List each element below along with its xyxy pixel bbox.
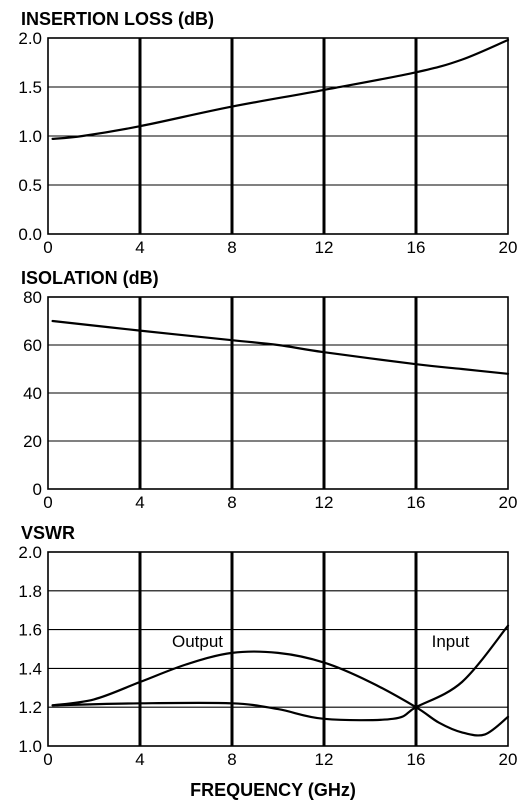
isolation-xtick-label: 16 (407, 493, 426, 512)
isolation-series-line (51, 319, 510, 375)
vswr-panel: VSWR 1.0 1.2 1.4 1.6 1.8 2.0 0 4 8 12 16 20 Output Inp… (18, 523, 517, 769)
insertion-loss-title: INSERTION LOSS (dB) (21, 9, 214, 29)
vswr-xtick-label: 20 (499, 750, 518, 769)
insertion-loss-xtick-label: 20 (499, 238, 518, 257)
isolation-ytick-label: 80 (23, 288, 42, 307)
isolation-xtick-label: 20 (499, 493, 518, 512)
isolation-ytick-label: 60 (23, 336, 42, 355)
vswr-ytick-label: 1.6 (18, 621, 42, 640)
insertion-loss-xtick-label: 16 (407, 238, 426, 257)
isolation-title: ISOLATION (dB) (21, 268, 159, 288)
vswr-ytick-label: 1.0 (18, 737, 42, 756)
insertion-loss-ytick-label: 2.0 (18, 29, 42, 48)
isolation-xtick-label: 4 (135, 493, 144, 512)
vswr-xtick-label: 12 (315, 750, 334, 769)
insertion-loss-xtick-label: 12 (315, 238, 334, 257)
vswr-xtick-label: 0 (43, 750, 52, 769)
vswr-title: VSWR (21, 523, 75, 543)
insertion-loss-panel: INSERTION LOSS (dB) 0.0 0.5 1.0 1.5 2.0 0 4 8 12 1… (18, 9, 517, 257)
isolation-ytick-label: 0 (33, 480, 42, 499)
isolation-xtick-label: 0 (43, 493, 52, 512)
insertion-loss-xtick-label: 8 (227, 238, 236, 257)
vswr-series-line-output (51, 650, 510, 737)
insertion-loss-ytick-label: 1.0 (18, 127, 42, 146)
isolation-panel: ISOLATION (dB) 0 20 40 60 80 0 4 8 12 16 20 (21, 268, 517, 512)
insertion-loss-ytick-label: 1.5 (18, 78, 42, 97)
vswr-ytick-label: 1.2 (18, 698, 42, 717)
isolation-frame (47, 296, 509, 490)
vswr-annotation-input: Input (432, 632, 470, 651)
vswr-xtick-label: 16 (407, 750, 426, 769)
vswr-ytick-label: 2.0 (18, 543, 42, 562)
insertion-loss-frame (47, 37, 509, 235)
vswr-series-line-input (51, 624, 510, 722)
vswr-xtick-label: 4 (135, 750, 144, 769)
vswr-xtick-label: 8 (227, 750, 236, 769)
isolation-ytick-label: 20 (23, 432, 42, 451)
isolation-ytick-label: 40 (23, 384, 42, 403)
vswr-frame (47, 551, 509, 747)
vswr-ytick-label: 1.8 (18, 582, 42, 601)
insertion-loss-series-line (51, 38, 510, 140)
insertion-loss-xtick-label: 4 (135, 238, 144, 257)
insertion-loss-ytick-label: 0.5 (18, 176, 42, 195)
x-axis-label: FREQUENCY (GHz) (190, 780, 356, 800)
insertion-loss-xtick-label: 0 (43, 238, 52, 257)
isolation-xtick-label: 8 (227, 493, 236, 512)
isolation-xtick-label: 12 (315, 493, 334, 512)
insertion-loss-ytick-label: 0.0 (18, 225, 42, 244)
vswr-ytick-label: 1.4 (18, 659, 42, 678)
vswr-annotation-output: Output (172, 632, 223, 651)
